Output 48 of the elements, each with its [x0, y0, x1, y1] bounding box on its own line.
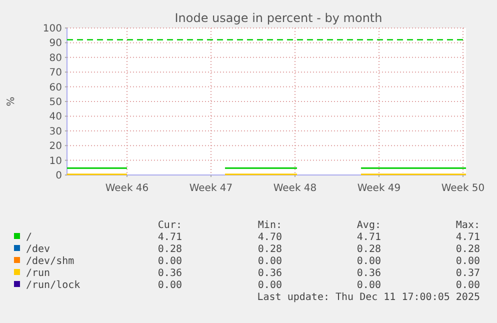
- text: Avg:: [356, 220, 381, 231]
- text: 0.28: [158, 244, 182, 255]
- legend-label: /run/lock: [26, 280, 80, 291]
- x-tick-label: Week 47: [189, 183, 233, 194]
- text: 0.28: [356, 244, 381, 255]
- y-tick-label: 80: [49, 52, 62, 64]
- y-tick-label: 30: [49, 126, 62, 138]
- text: 0.28: [456, 244, 480, 255]
- text: 0.00: [158, 256, 182, 267]
- y-tick-label: 20: [49, 141, 62, 152]
- x-tick-label: Week 49: [357, 183, 401, 194]
- text: Last update: Thu Dec 11 17:00:05 2025: [257, 292, 480, 303]
- text: 0.00: [356, 280, 381, 291]
- text: 4.71: [356, 232, 381, 243]
- x-tick-label: Week 50: [441, 183, 485, 194]
- legend-label: /: [26, 232, 32, 243]
- text: 0.00: [258, 256, 282, 267]
- text: 4.71: [456, 232, 480, 243]
- y-tick-label: 60: [49, 82, 62, 94]
- y-axis-title: %: [6, 96, 17, 106]
- text: 0.00: [258, 280, 282, 291]
- text: 4.71: [158, 232, 182, 243]
- text: 0.36: [258, 268, 282, 279]
- y-tick-label: 10: [49, 156, 62, 167]
- text: 0.28: [258, 244, 282, 255]
- x-tick-label: Week 48: [273, 183, 317, 194]
- text: 4.70: [258, 232, 282, 243]
- x-tick-label: Week 46: [105, 183, 149, 194]
- text: 0.00: [456, 256, 480, 267]
- y-tick-label: 50: [49, 97, 62, 108]
- legend-label: /dev: [26, 244, 50, 255]
- y-tick-label: 90: [49, 38, 62, 50]
- y-tick-label: 40: [49, 112, 62, 123]
- text: Cur:: [158, 220, 182, 231]
- legend-label: /run: [26, 268, 50, 279]
- text: 0.37: [456, 268, 480, 279]
- y-tick-label: 100: [42, 24, 62, 34]
- text: 0.00: [356, 256, 381, 267]
- chart-title: Inode usage in percent - by month: [174, 11, 382, 25]
- text: 0.36: [158, 268, 182, 279]
- text: 0.36: [356, 268, 381, 279]
- text: 0.00: [158, 280, 182, 291]
- text: Min:: [258, 220, 282, 231]
- text: 0.00: [456, 280, 480, 291]
- legend-label: /dev/shm: [26, 256, 74, 267]
- text: Max:: [456, 220, 480, 231]
- y-tick-label: 70: [49, 68, 62, 79]
- y-tick-label: 0: [56, 170, 62, 182]
